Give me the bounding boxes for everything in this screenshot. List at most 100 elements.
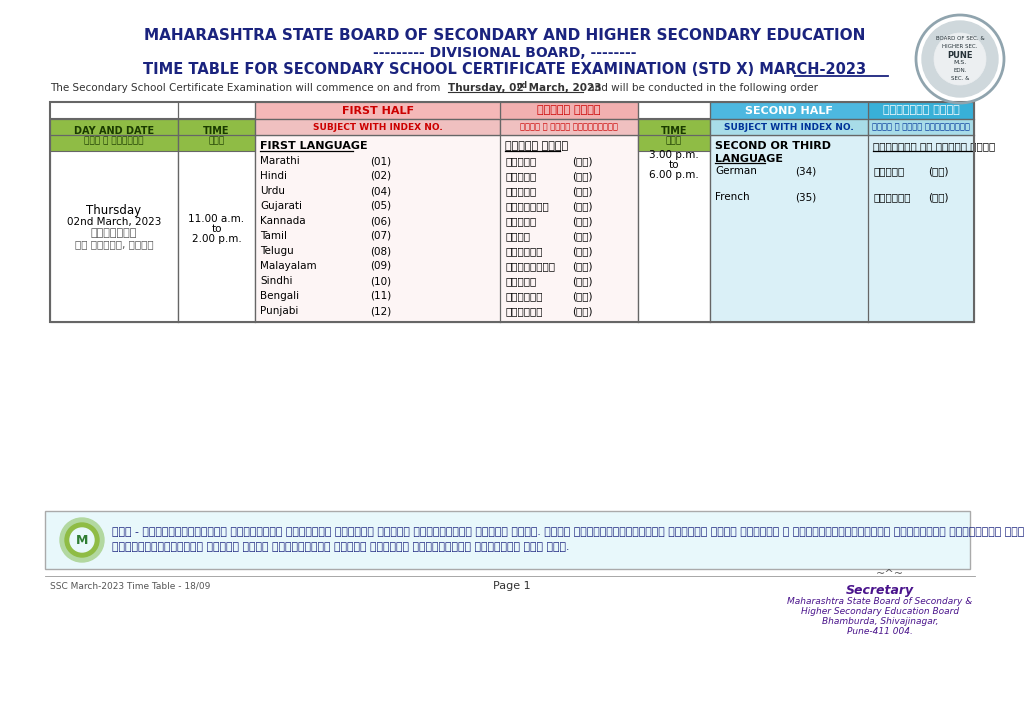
Text: तमिळ: तमिळ: [505, 231, 530, 241]
Text: Kannada: Kannada: [260, 216, 305, 226]
Text: French: French: [715, 192, 750, 202]
Text: MAHARASHTRA STATE BOARD OF SECONDARY AND HIGHER SECONDARY EDUCATION: MAHARASHTRA STATE BOARD OF SECONDARY AND…: [144, 28, 865, 43]
Text: FIRST HALF: FIRST HALF: [341, 106, 414, 116]
Text: SSC March-2023 Time Table - 18/09: SSC March-2023 Time Table - 18/09: [50, 581, 210, 591]
Text: 11.00 a.m.: 11.00 a.m.: [188, 214, 245, 224]
Bar: [638, 135, 710, 322]
Text: Urdu: Urdu: [260, 186, 285, 196]
Text: Telugu: Telugu: [260, 246, 294, 256]
Text: Tamil: Tamil: [260, 231, 287, 241]
Text: गुजराती: गुजराती: [505, 201, 549, 211]
Text: to: to: [669, 160, 679, 170]
Text: SUBJECT WITH INDEX NO.: SUBJECT WITH INDEX NO.: [312, 122, 442, 132]
Bar: [178, 135, 255, 322]
Text: (०६): (०६): [572, 216, 593, 226]
Text: (09): (09): [370, 261, 391, 271]
Text: to: to: [211, 224, 222, 234]
Text: (१०): (१०): [572, 276, 593, 286]
Text: प्रथम भाषा: प्रथम भाषा: [505, 141, 568, 151]
Bar: [255, 102, 500, 119]
Text: बार व दिनांक: बार व दिनांक: [84, 136, 143, 145]
Bar: [710, 135, 974, 322]
Text: (३५): (३५): [928, 192, 948, 202]
Text: प्रथम सत्र: प्रथम सत्र: [538, 106, 601, 116]
Text: (11): (11): [370, 291, 391, 301]
Text: SECOND HALF: SECOND HALF: [745, 106, 833, 116]
Text: M.S.: M.S.: [953, 61, 967, 65]
Text: (०७): (०७): [572, 231, 593, 241]
Text: Gujarati: Gujarati: [260, 201, 302, 211]
Bar: [868, 119, 974, 135]
Text: (०८): (०८): [572, 246, 593, 256]
Text: Hindi: Hindi: [260, 171, 287, 181]
Bar: [710, 119, 868, 135]
Text: FIRST LANGUAGE: FIRST LANGUAGE: [260, 141, 368, 151]
Text: The Secondary School Certificate Examination will commence on and from: The Secondary School Certificate Examina…: [50, 83, 443, 93]
Text: 02nd March, 2023: 02nd March, 2023: [67, 216, 161, 227]
Text: विषय व विषय सांकेतांक: विषय व विषय सांकेतांक: [872, 122, 970, 132]
Circle shape: [922, 21, 998, 97]
Text: (35): (35): [795, 192, 816, 202]
Text: DAY AND DATE: DAY AND DATE: [74, 127, 154, 137]
Text: (०५): (०५): [572, 201, 593, 211]
Text: (०२): (०२): [572, 171, 593, 181]
Text: TIME: TIME: [203, 127, 229, 137]
Text: तेलुगु: तेलुगु: [505, 246, 543, 256]
Text: March, 2023: March, 2023: [525, 83, 601, 93]
Bar: [638, 118, 710, 151]
Text: BOARD OF SEC. &: BOARD OF SEC. &: [936, 36, 984, 41]
Text: Secretary: Secretary: [846, 584, 914, 597]
Text: हिंदी: हिंदी: [505, 171, 537, 181]
Text: (12): (12): [370, 306, 391, 316]
Text: ~^~: ~^~: [876, 569, 904, 579]
Text: Bhamburda, Shivajinagar,: Bhamburda, Shivajinagar,: [821, 617, 938, 626]
Text: M: M: [76, 534, 88, 547]
Text: Punjabi: Punjabi: [260, 306, 298, 316]
Text: nd: nd: [516, 80, 527, 90]
Text: German: German: [715, 166, 757, 176]
Text: (०४): (०४): [572, 186, 593, 196]
Text: PUNE: PUNE: [947, 51, 973, 59]
Bar: [255, 119, 500, 135]
Bar: [500, 119, 638, 135]
Text: द्वितीय सत्र: द्वितीय सत्र: [883, 106, 959, 116]
Text: Maharashtra State Board of Secondary &: Maharashtra State Board of Secondary &: [787, 597, 973, 606]
Text: EDN.: EDN.: [953, 69, 967, 74]
Text: मराठी: मराठी: [505, 156, 537, 166]
Text: जर्मन: जर्मन: [873, 166, 904, 176]
Text: वेळ: वेळ: [666, 136, 682, 145]
Text: Page 1: Page 1: [494, 581, 530, 591]
Text: and will be conducted in the following order: and will be conducted in the following o…: [585, 83, 818, 93]
Text: (११): (११): [572, 291, 593, 301]
Circle shape: [70, 528, 94, 552]
Text: पंजाबी: पंजाबी: [505, 306, 543, 316]
Text: (04): (04): [370, 186, 391, 196]
Text: 6.00 p.m.: 6.00 p.m.: [649, 170, 698, 180]
Bar: [45, 511, 970, 569]
Text: Pune-411 004.: Pune-411 004.: [847, 627, 913, 636]
Text: 3.00 p.m.: 3.00 p.m.: [649, 150, 698, 160]
Text: फ्रेंच: फ्रेंच: [873, 192, 910, 202]
Text: द्वितीय वा तृतीय भाषा: द्वितीय वा तृतीय भाषा: [873, 141, 995, 151]
Text: SUBJECT WITH INDEX NO.: SUBJECT WITH INDEX NO.: [724, 122, 854, 132]
Bar: [867, 102, 869, 119]
Text: मल्याळम्: मल्याळम्: [505, 261, 555, 271]
Text: कन्नड: कन्नड: [505, 216, 537, 226]
Text: (07): (07): [370, 231, 391, 241]
Text: उर्दू: उर्दू: [505, 186, 537, 196]
Bar: [500, 102, 638, 119]
Circle shape: [934, 33, 986, 85]
Text: (10): (10): [370, 276, 391, 286]
Text: टीप - परीक्षेपूर्वी शाळांकडे देण्यात येणारे छापील वेळापत्रक अंतिम असेल. त्या वेळ: टीप - परीक्षेपूर्वी शाळांकडे देण्यात येण…: [112, 527, 1024, 537]
Bar: [255, 135, 638, 322]
Text: (06): (06): [370, 216, 391, 226]
Text: (08): (08): [370, 246, 391, 256]
Text: गुरुवार: गुरुवार: [91, 229, 137, 238]
Bar: [499, 102, 501, 119]
Text: Higher Secondary Education Board: Higher Secondary Education Board: [801, 607, 959, 616]
Circle shape: [60, 518, 104, 562]
Text: Sindhi: Sindhi: [260, 276, 293, 286]
Text: SECOND OR THIRD: SECOND OR THIRD: [715, 141, 831, 151]
Text: (02): (02): [370, 171, 391, 181]
Bar: [868, 102, 974, 119]
